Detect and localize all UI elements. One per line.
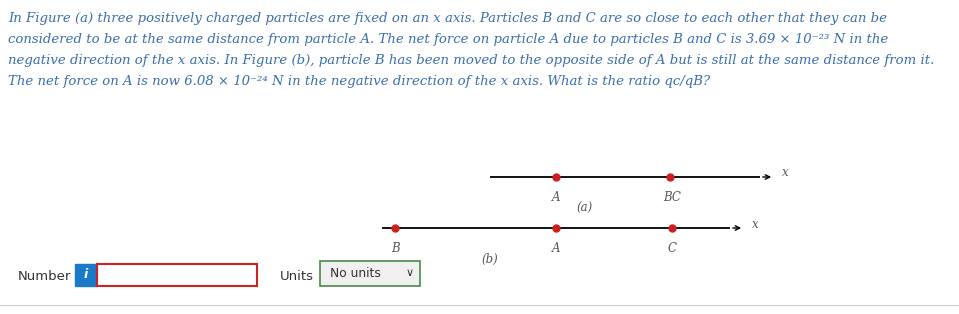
Text: A: A [551, 242, 560, 255]
Text: In Figure (a) three positively charged particles are fixed on an x axis. Particl: In Figure (a) three positively charged p… [8, 12, 887, 25]
Text: No units: No units [330, 267, 381, 280]
Text: i: i [83, 268, 88, 281]
FancyBboxPatch shape [320, 261, 420, 286]
Text: BC: BC [663, 191, 681, 204]
Text: B: B [390, 242, 399, 255]
FancyBboxPatch shape [75, 264, 97, 286]
Text: A: A [551, 191, 560, 204]
Text: ∨: ∨ [406, 268, 414, 279]
Text: (b): (b) [481, 253, 499, 266]
Text: considered to be at the same distance from particle A. The net force on particle: considered to be at the same distance fr… [8, 33, 888, 46]
Text: x: x [752, 218, 759, 230]
Text: C: C [667, 242, 676, 255]
Text: (a): (a) [577, 202, 593, 215]
Text: Number: Number [18, 269, 71, 283]
Text: Units: Units [280, 269, 314, 283]
Text: negative direction of the x axis. In Figure (b), particle B has been moved to th: negative direction of the x axis. In Fig… [8, 54, 934, 67]
Text: The net force on A is now 6.08 × 10⁻²⁴ N in the negative direction of the x axis: The net force on A is now 6.08 × 10⁻²⁴ N… [8, 75, 710, 88]
Text: x: x [782, 166, 788, 180]
FancyBboxPatch shape [97, 264, 257, 286]
